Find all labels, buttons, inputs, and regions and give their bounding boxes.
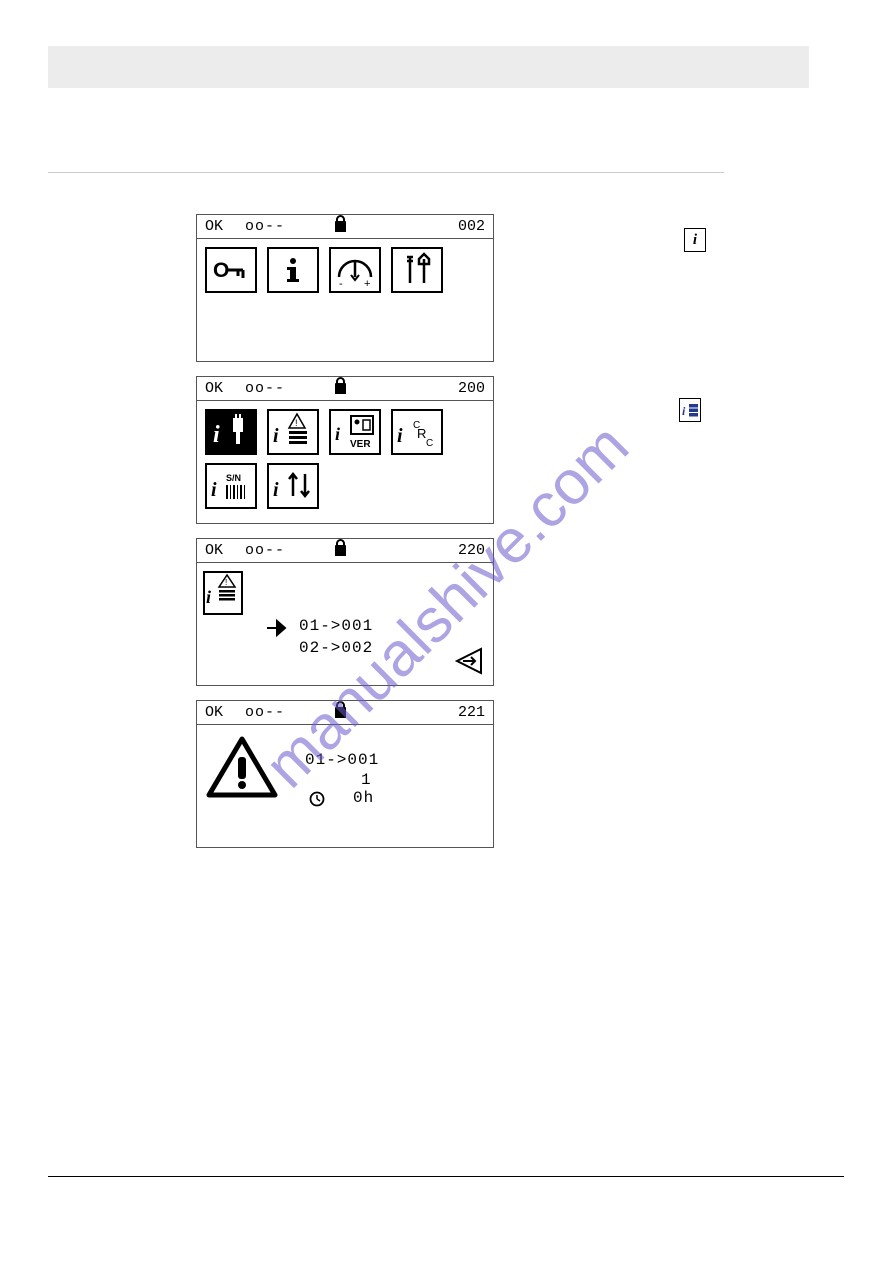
screen-body: 01->001 1 0h — [197, 725, 493, 847]
info-icon — [278, 253, 308, 287]
key-menu-button[interactable]: O — [205, 247, 257, 293]
gauge-menu-button[interactable]: + - — [329, 247, 381, 293]
info-version-icon: i VER — [333, 412, 377, 452]
enter-icon — [453, 645, 485, 677]
status-oo: oo-- — [245, 542, 335, 559]
status-number: 220 — [458, 542, 485, 559]
status-oo: oo-- — [245, 380, 335, 397]
svg-text:i: i — [206, 587, 211, 607]
info-glyph: i — [693, 232, 697, 249]
icon-row-2: i S/N i — [205, 463, 485, 509]
status-number: 200 — [458, 380, 485, 397]
event-line-1: 01->001 — [299, 617, 373, 635]
status-row: OK oo-- 002 — [197, 215, 493, 239]
svg-text:i: i — [273, 425, 279, 447]
arrow-right-icon — [265, 619, 291, 637]
status-oo: oo-- — [245, 218, 335, 235]
lcd-screen-200: OK oo-- 200 i i — [196, 376, 494, 524]
status-ok: OK — [205, 542, 245, 559]
svg-text:C: C — [426, 438, 433, 449]
status-number: 002 — [458, 218, 485, 235]
tools-icon — [397, 251, 437, 289]
info-version-button[interactable]: i VER — [329, 409, 381, 455]
clock-icon — [309, 791, 325, 807]
detail-line-2: 1 — [361, 771, 372, 789]
section-divider — [48, 172, 724, 173]
lcd-screen-221: OK oo-- 221 01->001 1 0h — [196, 700, 494, 848]
info-warning-list-icon: i ! — [205, 573, 241, 613]
info-arrows-button[interactable]: i — [267, 463, 319, 509]
svg-text:VER: VER — [350, 439, 371, 450]
screen-body: O — [197, 239, 493, 361]
tools-menu-button[interactable] — [391, 247, 443, 293]
lock-icon — [335, 707, 346, 718]
svg-text:i: i — [273, 479, 279, 501]
info-warning-list-icon: i ! — [271, 412, 315, 452]
status-ok: OK — [205, 218, 245, 235]
screen-body: i i ! — [197, 401, 493, 523]
status-row: OK oo-- 221 — [197, 701, 493, 725]
status-ok: OK — [205, 704, 245, 721]
info-serial-button[interactable]: i S/N — [205, 463, 257, 509]
info-menu-button[interactable] — [267, 247, 319, 293]
info-serial-icon: i S/N — [209, 466, 253, 506]
status-row: OK oo-- 220 — [197, 539, 493, 563]
svg-text:!: ! — [295, 418, 298, 428]
svg-text:!: ! — [225, 578, 227, 587]
menu-info-icon: i — [681, 400, 699, 420]
status-row: OK oo-- 200 — [197, 377, 493, 401]
info-warning-list-button[interactable]: i ! — [267, 409, 319, 455]
svg-text:-: - — [339, 278, 343, 289]
info-plug-icon: i — [209, 412, 253, 452]
page-header-bar — [48, 46, 809, 88]
key-icon: O — [211, 253, 251, 287]
lock-icon — [335, 221, 346, 232]
lock-icon — [335, 545, 346, 556]
svg-text:i: i — [213, 422, 220, 448]
svg-text:i: i — [397, 425, 403, 447]
svg-text:S/N: S/N — [226, 473, 241, 483]
info-crc-icon: i C R C — [395, 412, 439, 452]
side-menu-info-icon: i — [679, 398, 701, 422]
side-info-icon: i — [684, 228, 706, 252]
svg-text:i: i — [211, 479, 217, 501]
detail-line-3: 0h — [353, 789, 374, 807]
icon-row-1: i i ! — [205, 409, 485, 455]
icon-row: O — [205, 247, 485, 293]
status-oo: oo-- — [245, 704, 335, 721]
svg-text:O: O — [213, 259, 229, 282]
info-plug-button-selected[interactable]: i — [205, 409, 257, 455]
status-number: 221 — [458, 704, 485, 721]
footer-rule — [48, 1176, 844, 1177]
svg-text:i: i — [335, 424, 340, 444]
svg-text:i: i — [682, 404, 686, 418]
warning-triangle-icon — [203, 735, 281, 803]
lcd-screen-220: OK oo-- 220 i ! 01->001 02 — [196, 538, 494, 686]
info-arrows-icon: i — [271, 466, 315, 506]
svg-text:+: + — [364, 278, 370, 289]
svg-text:R: R — [417, 426, 426, 441]
screens-column: OK oo-- 002 O — [196, 214, 494, 862]
lock-icon — [335, 383, 346, 394]
detail-line-1: 01->001 — [305, 751, 379, 769]
info-rc-button[interactable]: i C R C — [391, 409, 443, 455]
event-line-2: 02->002 — [299, 639, 373, 657]
info-warning-list-indicator: i ! — [203, 571, 243, 615]
status-ok: OK — [205, 380, 245, 397]
screen-body: i ! 01->001 02->002 — [197, 563, 493, 685]
lcd-screen-002: OK oo-- 002 O — [196, 214, 494, 362]
gauge-icon: + - — [333, 251, 377, 289]
